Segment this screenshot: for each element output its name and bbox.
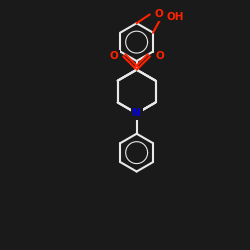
Text: O: O xyxy=(155,10,164,20)
Text: O: O xyxy=(109,51,118,61)
Text: OH: OH xyxy=(166,12,184,22)
Text: O: O xyxy=(155,51,164,61)
Text: N: N xyxy=(132,108,141,118)
